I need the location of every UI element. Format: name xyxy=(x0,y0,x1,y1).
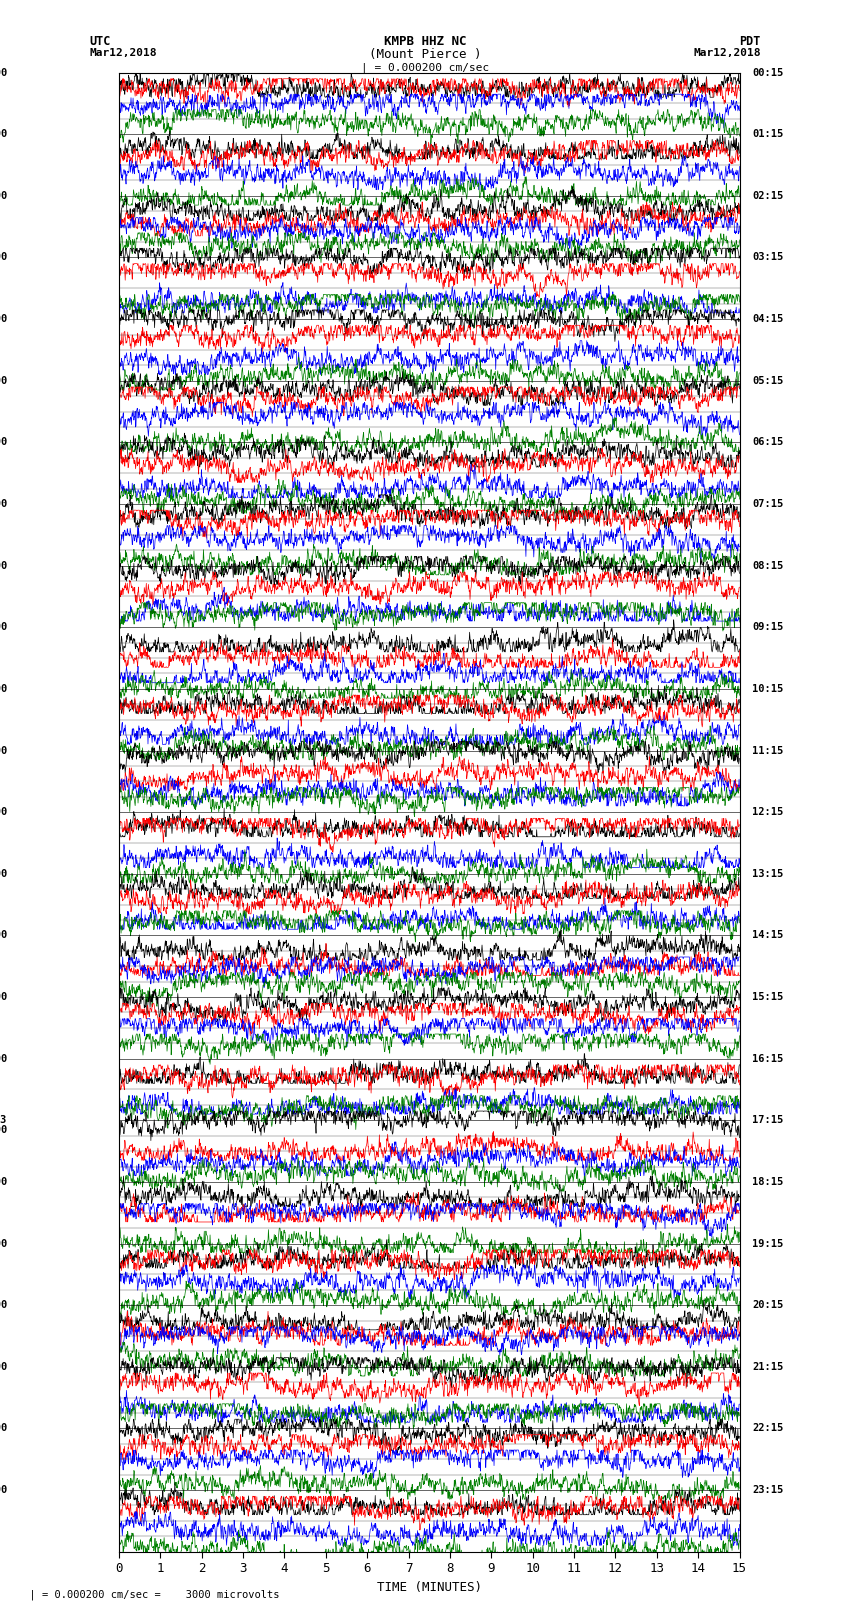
Text: 20:15: 20:15 xyxy=(752,1300,783,1310)
Text: 23:00: 23:00 xyxy=(0,1053,8,1063)
Text: KMPB HHZ NC: KMPB HHZ NC xyxy=(383,35,467,48)
Text: 15:00: 15:00 xyxy=(0,561,8,571)
Text: | = 0.000200 cm/sec: | = 0.000200 cm/sec xyxy=(361,63,489,74)
Text: 00:15: 00:15 xyxy=(752,68,783,77)
Text: 08:00: 08:00 xyxy=(0,129,8,139)
Text: 22:15: 22:15 xyxy=(752,1423,783,1434)
Text: | = 0.000200 cm/sec =    3000 microvolts: | = 0.000200 cm/sec = 3000 microvolts xyxy=(17,1589,280,1600)
Text: 19:15: 19:15 xyxy=(752,1239,783,1248)
Text: 06:15: 06:15 xyxy=(752,437,783,447)
Text: PDT: PDT xyxy=(740,35,761,48)
Text: 04:00: 04:00 xyxy=(0,1361,8,1371)
Text: 03:15: 03:15 xyxy=(752,253,783,263)
Text: 09:15: 09:15 xyxy=(752,623,783,632)
Text: 17:00: 17:00 xyxy=(0,684,8,694)
Text: 23:15: 23:15 xyxy=(752,1486,783,1495)
Text: 16:00: 16:00 xyxy=(0,623,8,632)
Text: 10:15: 10:15 xyxy=(752,684,783,694)
Text: 14:00: 14:00 xyxy=(0,498,8,510)
Text: 04:15: 04:15 xyxy=(752,315,783,324)
Text: 07:00: 07:00 xyxy=(0,68,8,77)
Text: 09:00: 09:00 xyxy=(0,190,8,202)
Text: 19:00: 19:00 xyxy=(0,806,8,818)
Text: 00:00: 00:00 xyxy=(0,1124,8,1134)
Text: 18:00: 18:00 xyxy=(0,745,8,755)
Text: 13:15: 13:15 xyxy=(752,869,783,879)
Text: 03:00: 03:00 xyxy=(0,1300,8,1310)
Text: Mar12,2018: Mar12,2018 xyxy=(89,48,156,58)
Text: 01:15: 01:15 xyxy=(752,129,783,139)
Text: 01:00: 01:00 xyxy=(0,1177,8,1187)
Text: 12:15: 12:15 xyxy=(752,806,783,818)
Text: 16:15: 16:15 xyxy=(752,1053,783,1063)
Text: 15:15: 15:15 xyxy=(752,992,783,1002)
Text: 02:00: 02:00 xyxy=(0,1239,8,1248)
Text: 07:15: 07:15 xyxy=(752,498,783,510)
X-axis label: TIME (MINUTES): TIME (MINUTES) xyxy=(377,1581,482,1594)
Text: 05:15: 05:15 xyxy=(752,376,783,386)
Text: 11:00: 11:00 xyxy=(0,315,8,324)
Text: 10:00: 10:00 xyxy=(0,253,8,263)
Text: 12:00: 12:00 xyxy=(0,376,8,386)
Text: 02:15: 02:15 xyxy=(752,190,783,202)
Text: 14:15: 14:15 xyxy=(752,931,783,940)
Text: UTC: UTC xyxy=(89,35,110,48)
Text: 13:00: 13:00 xyxy=(0,437,8,447)
Text: (Mount Pierce ): (Mount Pierce ) xyxy=(369,48,481,61)
Text: 11:15: 11:15 xyxy=(752,745,783,755)
Text: 18:15: 18:15 xyxy=(752,1177,783,1187)
Text: 06:00: 06:00 xyxy=(0,1486,8,1495)
Text: 08:15: 08:15 xyxy=(752,561,783,571)
Text: Mar12,2018: Mar12,2018 xyxy=(694,48,761,58)
Text: 22:00: 22:00 xyxy=(0,992,8,1002)
Text: Mar13: Mar13 xyxy=(0,1115,8,1126)
Text: 17:15: 17:15 xyxy=(752,1115,783,1126)
Text: 21:00: 21:00 xyxy=(0,931,8,940)
Text: 21:15: 21:15 xyxy=(752,1361,783,1371)
Text: 20:00: 20:00 xyxy=(0,869,8,879)
Text: 05:00: 05:00 xyxy=(0,1423,8,1434)
